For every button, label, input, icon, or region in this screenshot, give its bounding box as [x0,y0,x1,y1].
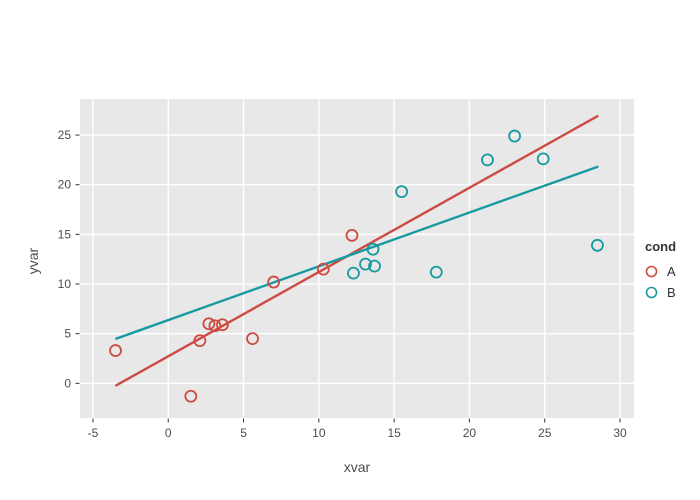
legend-item-b-label: B [667,285,676,300]
x-tick-label: 25 [538,426,552,440]
y-axis-title: yvar [25,247,41,275]
x-tick-label: 15 [387,426,401,440]
regression-line-b[interactable] [115,165,599,340]
data-point-a[interactable] [316,262,330,276]
data-point-b[interactable] [395,185,409,199]
legend-marker-a-icon [645,265,658,278]
data-point-b[interactable] [591,238,604,252]
data-point-b[interactable] [366,242,380,256]
legend-title: cond [645,239,677,254]
regression-line-a[interactable] [115,114,599,387]
data-point-b[interactable] [508,129,521,143]
data-point-a[interactable] [216,318,229,332]
legend-item-b[interactable]: B [645,282,676,303]
x-tick-label: 10 [312,426,326,440]
data-point-a[interactable] [267,275,281,289]
data-point-a[interactable] [208,319,222,333]
legend-item-a-label: A [667,264,676,279]
data-point-a[interactable] [345,228,359,242]
data-point-a[interactable] [184,389,198,403]
x-tick-label: 5 [240,426,247,440]
data-point-b[interactable] [347,266,360,280]
data-point-b[interactable] [536,152,550,166]
data-point-b[interactable] [359,257,372,271]
x-axis-title: xvar [343,459,371,475]
y-tick-label: 20 [58,178,72,192]
y-tick-label: 0 [64,376,71,390]
y-tick-label: 15 [58,227,72,241]
y-tick-label: 10 [58,277,72,291]
legend-marker-b-icon [645,286,658,299]
legend-item-a[interactable]: A [645,261,676,282]
x-tick-label: 30 [613,426,627,440]
x-tick-label: -5 [88,426,99,440]
data-point-b[interactable] [368,259,381,273]
data-point-b[interactable] [481,153,494,167]
legend: cond A B [645,239,676,303]
x-tick-label: 20 [463,426,477,440]
x-tick-label: 0 [165,426,172,440]
data-point-a[interactable] [193,334,207,348]
data-point-a[interactable] [109,344,122,357]
y-tick-label: 5 [64,327,71,341]
plot-panel[interactable] [80,99,634,418]
data-point-a[interactable] [202,317,216,331]
data-point-b[interactable] [429,265,443,279]
y-tick-label: 25 [58,128,72,142]
data-point-a[interactable] [246,332,259,346]
